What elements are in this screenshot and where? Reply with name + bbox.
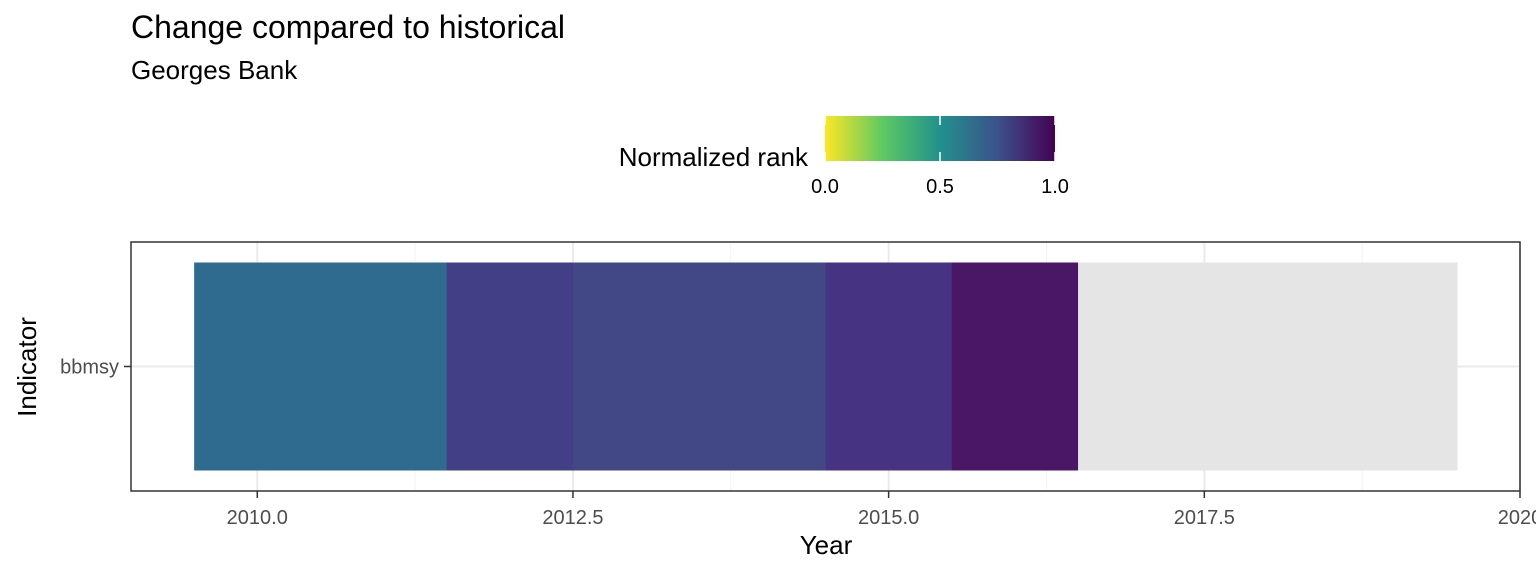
heatmap-cell (572, 262, 700, 471)
heatmap-cell (951, 262, 1079, 471)
y-tick-label: bbmsy (60, 357, 119, 379)
x-axis-title: Year (800, 530, 853, 560)
y-axis: bbmsy (60, 357, 131, 379)
heatmap-cell (699, 262, 827, 471)
x-tick-label: 2015.0 (858, 507, 919, 529)
heatmap-cell (1330, 262, 1458, 471)
heatmap-cell (194, 262, 322, 471)
legend-title: Normalized rank (619, 142, 809, 172)
heatmap-cell (1078, 262, 1205, 471)
x-axis: 2010.0 2012.5 2015.0 2017.5 2020 (227, 491, 1536, 529)
legend: Normalized rank 0.0 0.5 1.0 (619, 116, 1069, 198)
heatmap-cell (825, 262, 953, 471)
legend-tick-label: 0.0 (811, 176, 839, 198)
legend-tick-label: 1.0 (1041, 176, 1069, 198)
legend-tick-label: 0.5 (926, 176, 954, 198)
x-tick-label: 2010.0 (227, 507, 288, 529)
x-tick-label: 2012.5 (542, 507, 603, 529)
y-axis-title: Indicator (12, 317, 42, 417)
heatmap-cell (1204, 262, 1332, 471)
x-tick-label: 2020 (1498, 507, 1536, 529)
heatmap-cell (446, 262, 574, 471)
chart-title: Change compared to historical (131, 9, 565, 45)
heatmap-cell (320, 262, 448, 471)
chart-subtitle: Georges Bank (131, 55, 298, 85)
plot-area (130, 241, 1521, 492)
legend-ticks: 0.0 0.5 1.0 (811, 116, 1069, 198)
x-tick-label: 2017.5 (1174, 507, 1235, 529)
heatmap-cells (194, 262, 1458, 471)
